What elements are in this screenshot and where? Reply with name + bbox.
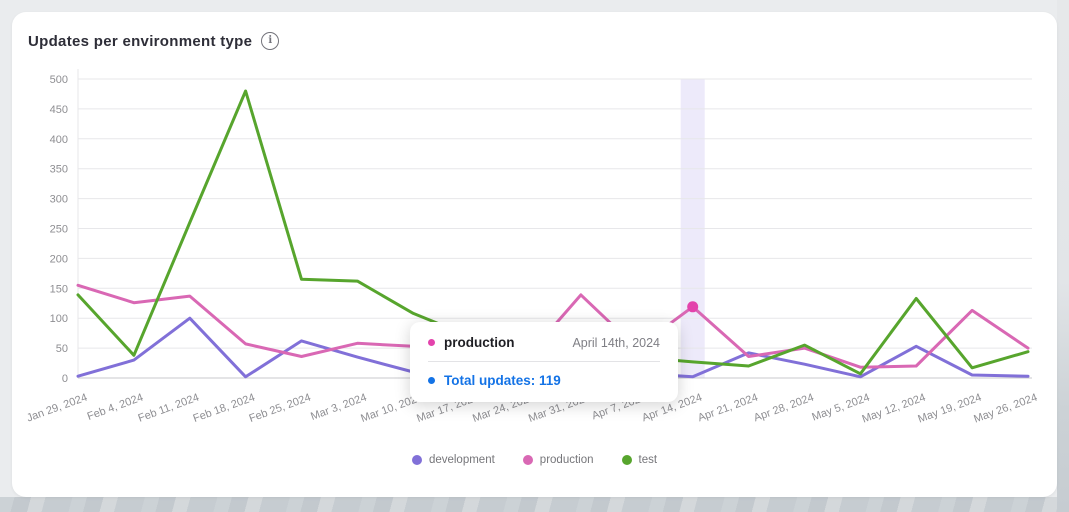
chart-tooltip: production April 14th, 2024 Total update… <box>410 322 678 402</box>
chart-title: Updates per environment type <box>28 32 253 50</box>
chart-legend: development production test <box>12 454 1057 466</box>
tooltip-date: April 14th, 2024 <box>572 335 660 350</box>
x-tick-label: Apr 21, 2024 <box>696 392 759 425</box>
tooltip-series-name: production <box>444 335 515 350</box>
active-point-marker[interactable] <box>687 301 699 313</box>
legend-item-development[interactable]: development <box>411 454 495 466</box>
x-tick-label: May 19, 2024 <box>916 392 983 426</box>
legend-label: development <box>428 454 495 466</box>
y-tick-label: 50 <box>56 343 68 355</box>
y-tick-label: 100 <box>50 313 68 325</box>
tooltip-series-dot <box>428 339 435 346</box>
updates-chart-card: Updates per environment type i 0 50 100 150… <box>12 12 1057 497</box>
y-tick-label: 200 <box>50 253 68 265</box>
y-tick-label: 500 <box>50 74 68 86</box>
tooltip-divider <box>428 361 660 362</box>
y-tick-label: 450 <box>50 104 68 116</box>
x-tick-label: Apr 28, 2024 <box>752 392 815 425</box>
y-tick-label: 0 <box>62 373 68 385</box>
tooltip-series-row: production April 14th, 2024 <box>428 335 660 350</box>
legend-color-dot <box>621 455 632 465</box>
tooltip-total-label: Total updates: 119 <box>444 373 561 388</box>
x-tick-label: Jan 29, 2024 <box>25 392 89 425</box>
x-tick-label: Mar 3, 2024 <box>309 392 368 423</box>
x-tick-label: May 12, 2024 <box>860 392 927 426</box>
info-icon[interactable]: i <box>261 32 280 50</box>
card-header: Updates per environment type i <box>28 32 280 50</box>
legend-color-dot <box>411 455 422 465</box>
y-tick-label: 400 <box>50 134 68 146</box>
legend-color-dot <box>522 455 533 465</box>
x-tick-label: Feb 4, 2024 <box>86 392 145 423</box>
x-tick-label: Feb 18, 2024 <box>192 392 257 425</box>
y-tick-label: 350 <box>50 164 68 176</box>
legend-item-test[interactable]: test <box>621 454 658 466</box>
background-texture-right <box>1057 0 1069 512</box>
legend-label: test <box>638 454 658 466</box>
x-tick-label: Feb 25, 2024 <box>247 392 312 425</box>
y-tick-label: 250 <box>50 224 68 236</box>
tooltip-total-dot <box>428 377 435 384</box>
legend-label: production <box>539 454 594 466</box>
y-tick-label: 150 <box>50 283 68 295</box>
legend-item-production[interactable]: production <box>522 454 594 466</box>
tooltip-total-row: Total updates: 119 <box>428 373 660 388</box>
chart-canvas[interactable]: 0 50 100 150 200 250 300 350 400 450 500 Jan 29, 20… <box>12 12 1057 452</box>
x-tick-label: Feb 11, 2024 <box>137 392 201 425</box>
x-tick-label: May 26, 2024 <box>972 392 1039 426</box>
background-texture-bottom <box>0 497 1069 512</box>
y-tick-label: 300 <box>50 194 68 206</box>
